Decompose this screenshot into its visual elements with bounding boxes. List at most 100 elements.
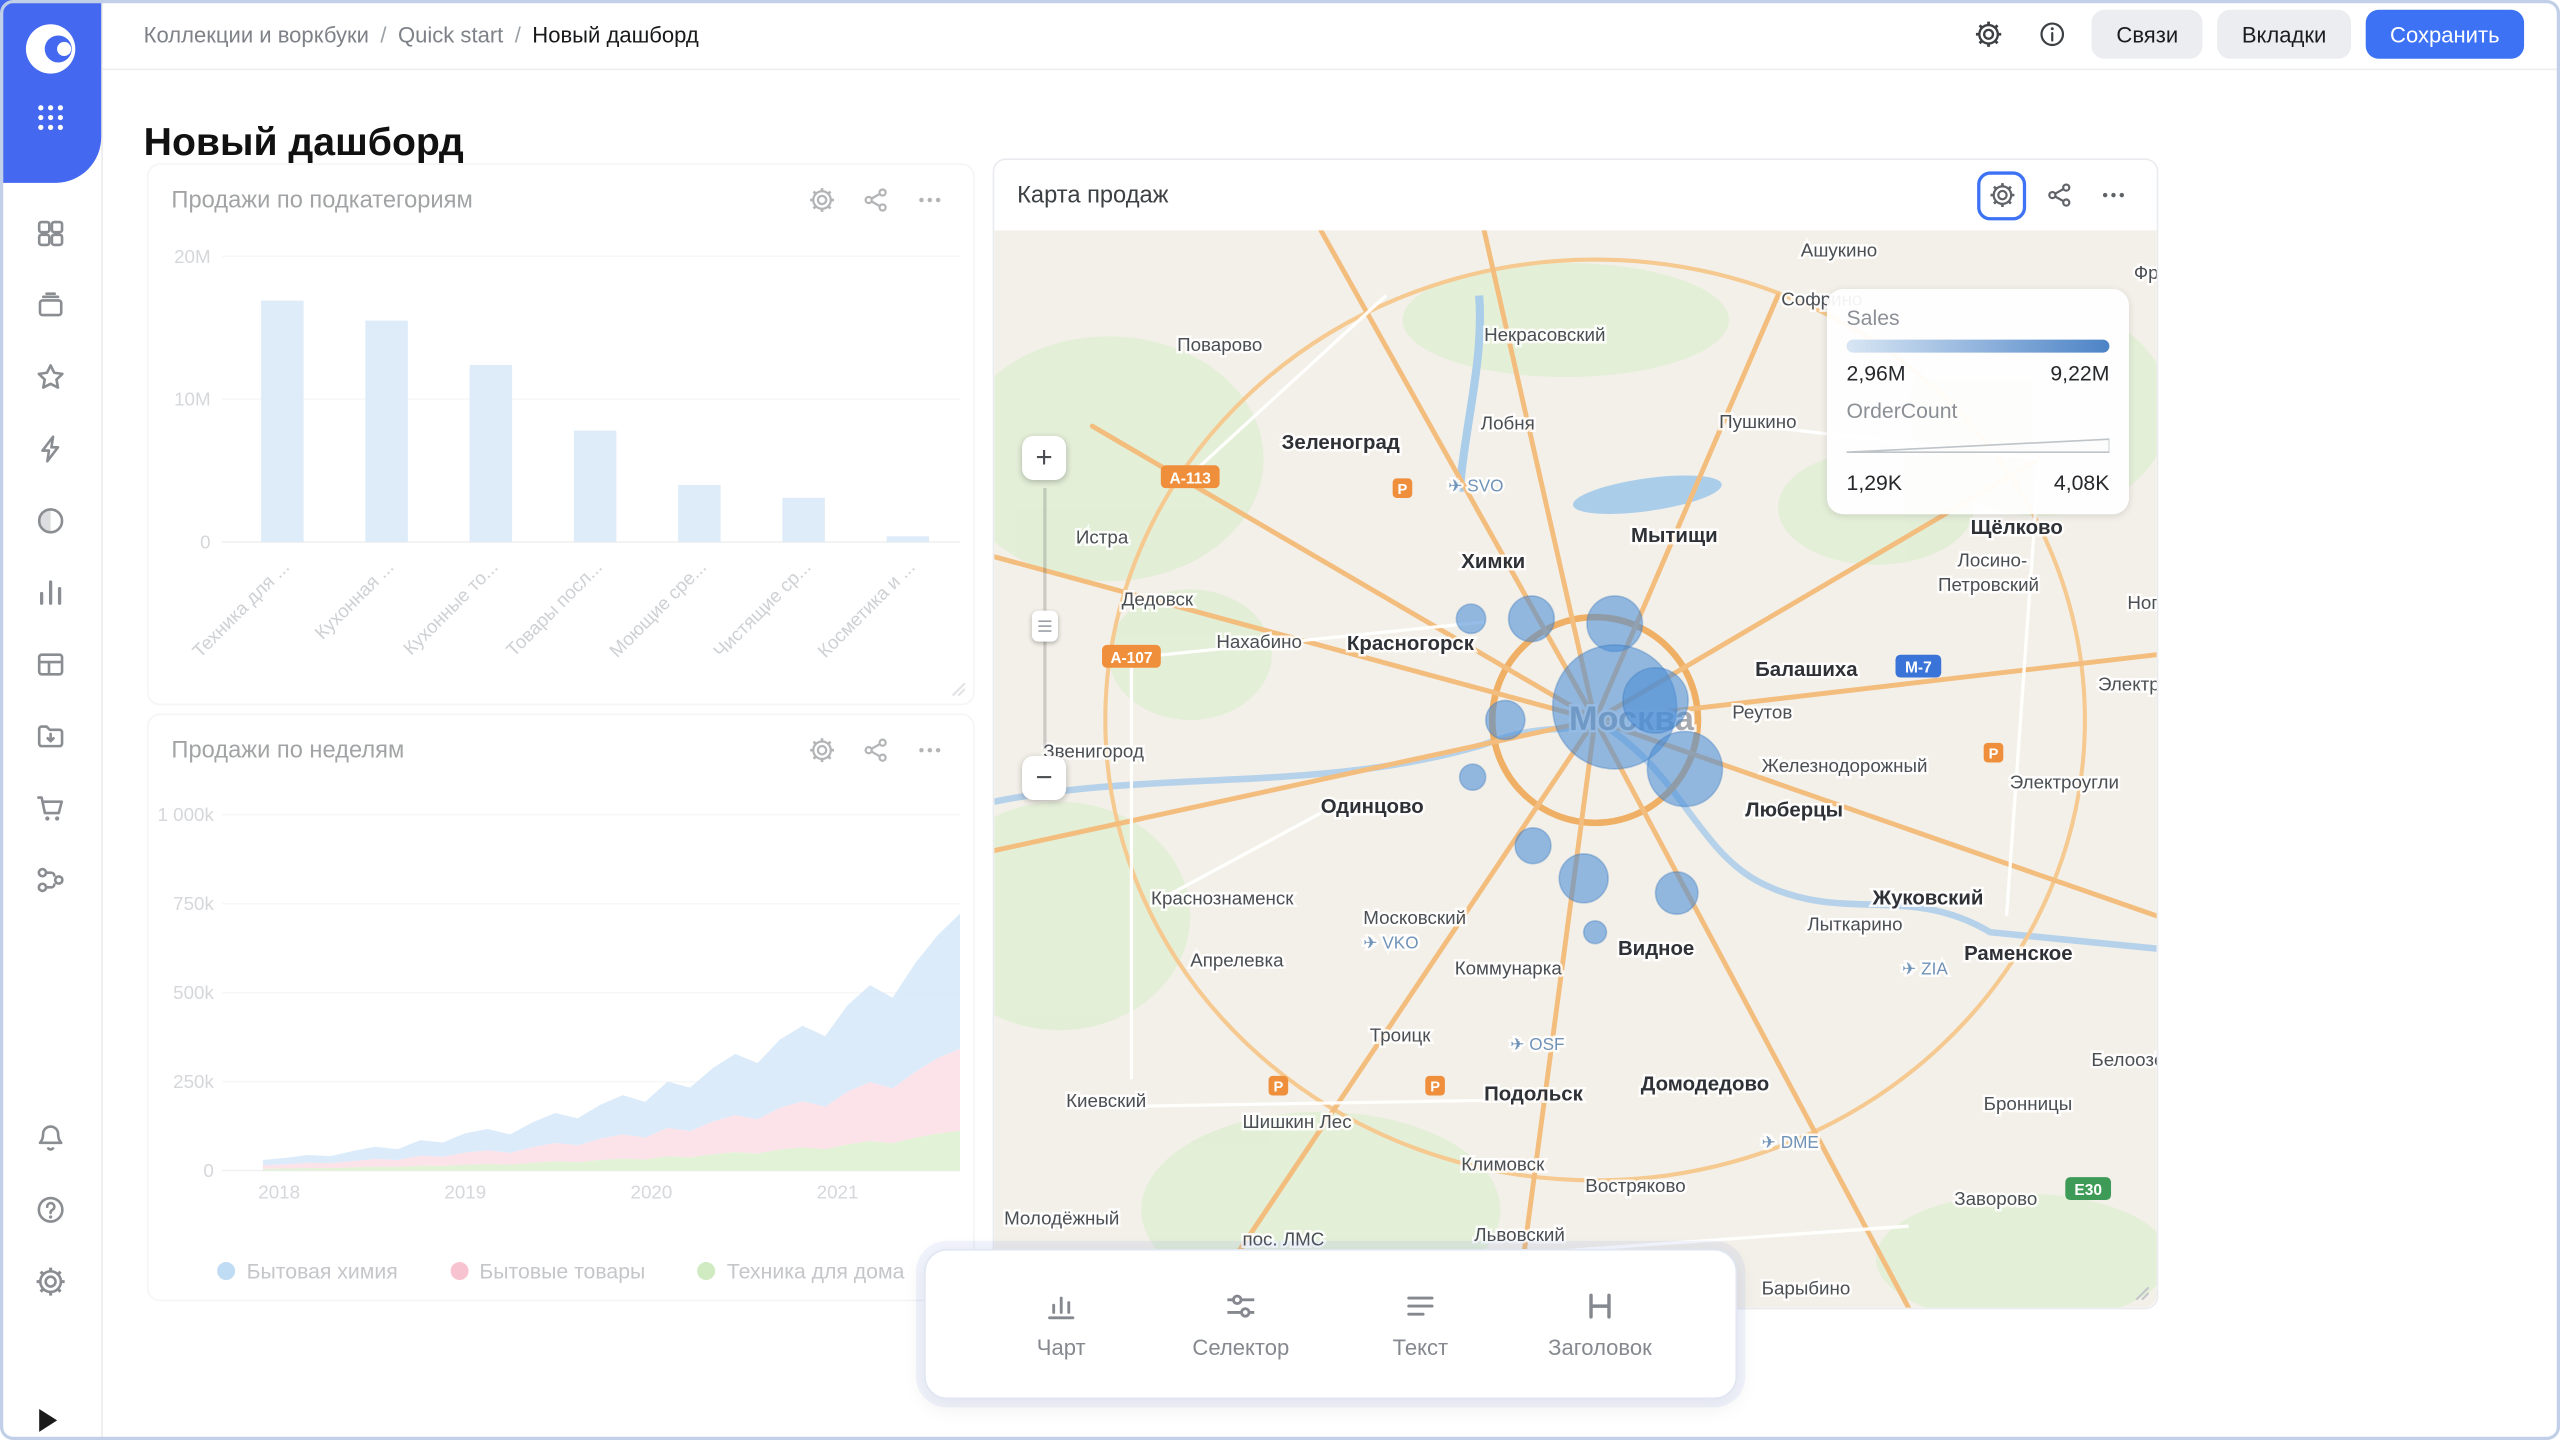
- map-place-label: Востряково: [1585, 1175, 1685, 1196]
- tabs-button[interactable]: Вкладки: [2217, 10, 2351, 59]
- widget-sales-map[interactable]: Карта продаж: [993, 158, 2159, 1309]
- sales-bubble[interactable]: [1456, 604, 1485, 633]
- sales-bubble[interactable]: [1587, 596, 1643, 652]
- legend-item[interactable]: Бытовые товары: [450, 1259, 645, 1283]
- relations-button[interactable]: Связи: [2092, 10, 2203, 59]
- airport-label: ✈ DME: [1762, 1132, 1819, 1152]
- map-place-label: Бронницы: [1984, 1093, 2073, 1114]
- sidebar-item-favorites-icon[interactable]: [33, 361, 66, 394]
- services-grid-icon[interactable]: [34, 101, 67, 134]
- map-zoom-in-button[interactable]: +: [1022, 436, 1066, 480]
- widget-more-icon[interactable]: [2091, 174, 2133, 216]
- resize-handle[interactable]: [950, 681, 966, 697]
- sales-bubble[interactable]: [1584, 921, 1607, 944]
- map-place-label: Московский: [1363, 907, 1466, 928]
- map-legend-size-wedge: [1847, 438, 2110, 454]
- widget-bar-chart[interactable]: Продажи по подкатегориям 20M10M0Техника …: [147, 163, 975, 705]
- legend-item[interactable]: Техника для дома: [698, 1259, 905, 1283]
- map-body[interactable]: Москва АшукиноСофриноНекрасовскийПоваров…: [994, 230, 2156, 1308]
- toolbar-add-selector[interactable]: Селектор: [1177, 1288, 1304, 1360]
- map-place-label: Щёлково: [1971, 517, 2063, 539]
- sales-bubble[interactable]: [1623, 668, 1688, 733]
- bar: [261, 301, 303, 542]
- dashboard-canvas: Новый дашборд Продажи по подкатегориям 2…: [101, 69, 2560, 1440]
- datalens-logo-icon[interactable]: [21, 20, 80, 79]
- sales-bubble[interactable]: [1486, 700, 1525, 739]
- save-button[interactable]: Сохранить: [2366, 10, 2525, 59]
- toolbar-label: Селектор: [1192, 1336, 1289, 1360]
- area-chart: 1 000k750k500k250k02018201920202021: [149, 785, 973, 1299]
- widget-settings-icon[interactable]: [800, 179, 842, 221]
- sidebar-item-charts-icon[interactable]: [33, 576, 66, 609]
- map-legend-sales-label: Sales: [1847, 305, 2110, 329]
- sales-bubble[interactable]: [1559, 854, 1608, 903]
- y-tick-label: 1 000k: [158, 804, 215, 825]
- map-place-label: Дедовск: [1122, 589, 1194, 610]
- x-category-label: Товары посл...: [502, 556, 606, 660]
- sales-bubble[interactable]: [1509, 596, 1555, 642]
- top-header: Коллекции и воркбуки / Quick start / Нов…: [101, 0, 2560, 70]
- sidebar-item-connections-icon[interactable]: [33, 433, 66, 466]
- toolbar-add-text[interactable]: Текст: [1357, 1288, 1484, 1360]
- airport-label: ✈ OSF: [1510, 1034, 1564, 1054]
- breadcrumb: Коллекции и воркбуки / Quick start / Нов…: [144, 22, 699, 46]
- widget-title: Карта продаж: [1017, 182, 1168, 208]
- sidebar-brand-area: [0, 0, 101, 183]
- map-place-label: Фря: [2134, 262, 2157, 283]
- map-zoom-out-button[interactable]: −: [1022, 756, 1066, 800]
- widget-links-icon[interactable]: [2038, 174, 2080, 216]
- widget-links-icon[interactable]: [854, 729, 896, 771]
- sidebar-item-datasets-icon[interactable]: [33, 504, 66, 537]
- map-place-label: Климовск: [1461, 1154, 1545, 1175]
- map-place-label: Белоозёр: [2091, 1049, 2156, 1070]
- widget-area-chart[interactable]: Продажи по неделям 1 000k750k500k250k020…: [147, 713, 975, 1301]
- collapse-play-icon[interactable]: [39, 1409, 57, 1432]
- breadcrumb-collections[interactable]: Коллекции и воркбуки: [144, 22, 369, 46]
- settings-gear-icon[interactable]: [33, 1265, 66, 1298]
- widget-links-icon[interactable]: [854, 179, 896, 221]
- x-tick-label: 2021: [817, 1181, 859, 1202]
- map-legend-sales-gradient: [1847, 340, 2110, 353]
- map-place-label: Красногорск: [1347, 633, 1475, 655]
- resize-handle[interactable]: [2134, 1285, 2150, 1301]
- sidebar-item-collections-icon[interactable]: [33, 289, 66, 322]
- sales-bubble[interactable]: [1460, 764, 1486, 790]
- widget-more-icon[interactable]: [908, 729, 950, 771]
- sales-bubble[interactable]: [1647, 731, 1722, 806]
- sidebar-item-workflows-icon[interactable]: [33, 864, 66, 897]
- legend-dot: [698, 1262, 716, 1280]
- dashboard-info-icon[interactable]: [2028, 10, 2077, 59]
- map-zoom-handle[interactable]: [1032, 611, 1058, 642]
- help-icon[interactable]: [33, 1193, 66, 1226]
- legend-item[interactable]: Бытовая химия: [217, 1259, 398, 1283]
- map-place-label: Химки: [1461, 551, 1525, 573]
- breadcrumb-quickstart[interactable]: Quick start: [398, 22, 503, 46]
- notifications-bell-icon[interactable]: [33, 1122, 66, 1155]
- map-place-label: Железнодорожный: [1762, 755, 1928, 776]
- toolbar-label: Заголовок: [1548, 1336, 1652, 1360]
- toll-road-marker-label: Р: [1430, 1079, 1440, 1095]
- widget-settings-icon[interactable]: [800, 729, 842, 771]
- sidebar-item-marketplace-icon[interactable]: [33, 792, 66, 825]
- dashboard-settings-icon[interactable]: [1965, 10, 2014, 59]
- road-shield-label: А-113: [1170, 470, 1212, 487]
- x-category-label: Моющие сре...: [605, 556, 710, 661]
- map-place-label: Лосино-: [1958, 550, 2028, 571]
- widget-more-icon[interactable]: [908, 179, 950, 221]
- sidebar-item-import-icon[interactable]: [33, 720, 66, 753]
- legend-label: Техника для дома: [727, 1259, 905, 1283]
- toll-road-marker-label: Р: [1273, 1079, 1283, 1095]
- widget-settings-icon-focused[interactable]: [1977, 171, 2026, 220]
- toolbar-add-chart[interactable]: Чарт: [998, 1288, 1125, 1360]
- sales-bubble[interactable]: [1515, 828, 1551, 864]
- sidebar-item-tables-icon[interactable]: [33, 648, 66, 681]
- bar-chart: 20M10M0Техника для ...Кухонная ...Кухонн…: [149, 235, 973, 704]
- map-place-label: Электроугли: [2010, 772, 2119, 793]
- toolbar-add-heading[interactable]: Заголовок: [1536, 1288, 1663, 1360]
- sales-bubble[interactable]: [1656, 872, 1698, 914]
- area-chart-legend: Бытовая химия Бытовые товары Техника для д…: [149, 1259, 973, 1283]
- road-shield-label: Е30: [2074, 1182, 2102, 1199]
- x-tick-label: 2018: [258, 1181, 300, 1202]
- sidebar-item-dashboards-icon[interactable]: [33, 217, 66, 250]
- bar: [782, 498, 824, 542]
